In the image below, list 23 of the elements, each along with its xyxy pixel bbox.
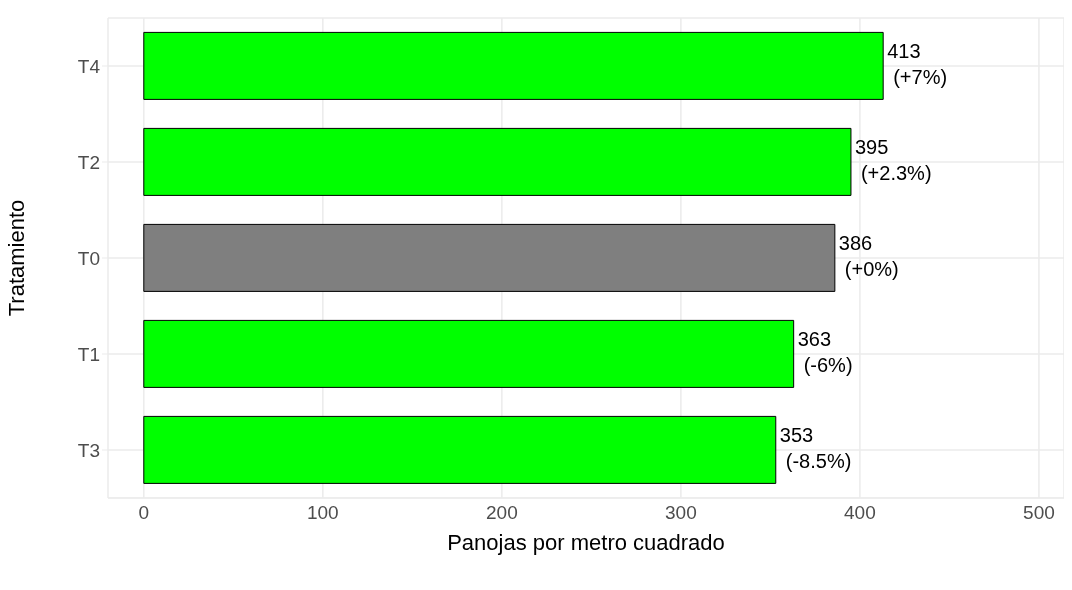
y-tick-label: T0	[77, 247, 100, 269]
x-tick-label: 200	[486, 502, 518, 524]
bar	[143, 319, 795, 388]
y-tick-label: T1	[77, 343, 100, 365]
x-tick-label: 0	[138, 502, 150, 524]
x-axis-title: Panojas por metro cuadrado	[447, 530, 725, 555]
bar	[143, 223, 836, 292]
bar	[143, 127, 852, 196]
data-label: 353 (-8.5%)	[779, 423, 852, 472]
y-tick-label: T4	[77, 55, 101, 77]
data-label: 386 (+0%)	[838, 231, 899, 280]
y-axis-title: Tratamiento	[3, 199, 29, 317]
data-label: 395 (+2.3%)	[854, 135, 932, 184]
x-tick-label: 400	[844, 502, 876, 524]
y-tick-label: T3	[77, 439, 100, 461]
x-tick-label: 100	[306, 502, 339, 524]
data-label: 363 (-6%)	[797, 327, 853, 376]
x-tick-label: 500	[1023, 502, 1055, 524]
bar	[143, 31, 884, 100]
x-tick-label: 300	[665, 502, 697, 524]
bar	[143, 415, 777, 484]
y-tick-label: T2	[77, 151, 100, 173]
data-label: 413 (+7%)	[887, 39, 948, 88]
